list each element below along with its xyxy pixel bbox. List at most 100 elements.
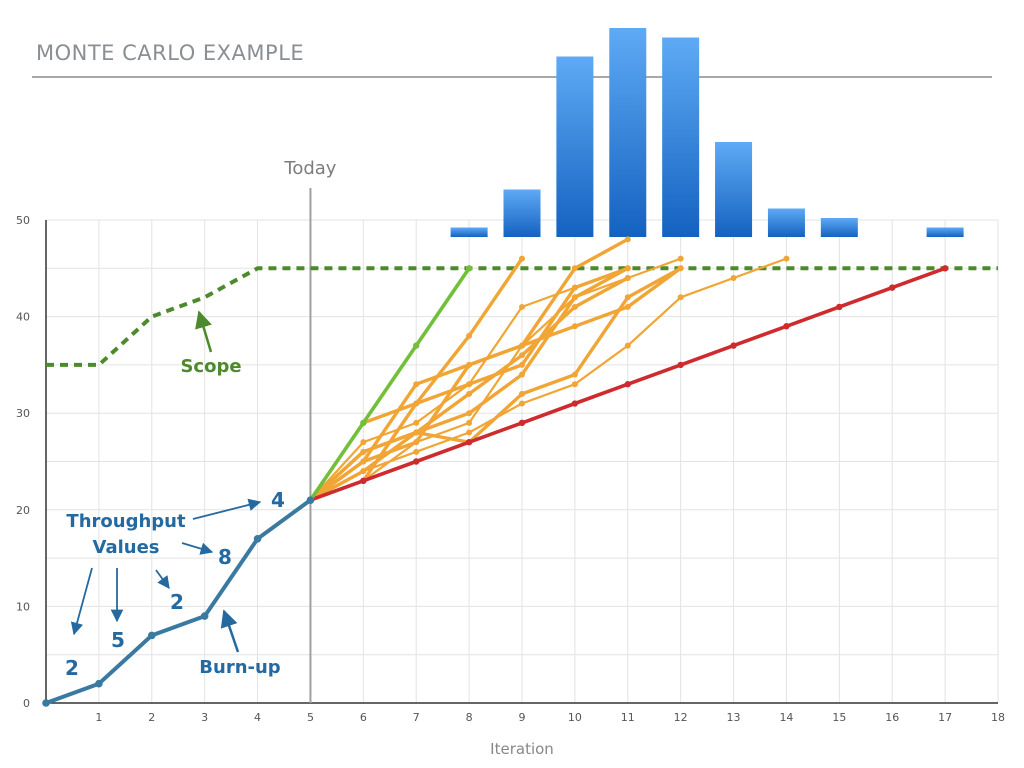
- burnup-point: [147, 631, 156, 640]
- x-tick-label: 5: [307, 711, 314, 724]
- simulation-7-point: [571, 294, 578, 301]
- throughput-value-3: 2: [170, 590, 184, 614]
- simulation-6-point: [677, 255, 684, 262]
- simulation-9-point: [783, 255, 790, 262]
- simulation-6-point: [413, 439, 420, 446]
- x-tick-label: 11: [621, 711, 635, 724]
- simulation-2-point: [571, 265, 578, 272]
- x-tick-label: 9: [519, 711, 526, 724]
- x-tick-label: 2: [148, 711, 155, 724]
- simulation-series: [307, 236, 790, 504]
- simulation-10-point: [624, 294, 631, 301]
- y-tick-label: 0: [23, 697, 30, 710]
- simulation-4-point: [466, 381, 473, 388]
- title-divider: [32, 76, 992, 78]
- x-tick-label: 12: [674, 711, 688, 724]
- simulation-9-line: [309, 257, 788, 502]
- slowest-point: [360, 477, 367, 485]
- simulation-3-point: [519, 303, 525, 310]
- throughput-annotation-line1: Throughput: [66, 511, 186, 532]
- slowest-point: [889, 284, 896, 291]
- fastest-point: [360, 419, 367, 427]
- x-tick-label: 8: [466, 711, 473, 724]
- throughput-arrow-5: [192, 498, 262, 520]
- histogram-bar: [820, 218, 858, 237]
- slowest-point: [730, 342, 737, 349]
- y-tick-label: 20: [16, 504, 30, 517]
- y-tick-label: 10: [16, 600, 30, 613]
- simulation-10-point: [519, 390, 525, 397]
- x-tick-label: 10: [568, 711, 582, 724]
- x-tick-label: 7: [413, 711, 420, 724]
- x-tick-label: 14: [779, 711, 793, 724]
- burnup-point: [200, 612, 209, 620]
- simulation-9-point: [730, 274, 737, 281]
- simulation-10-point: [571, 371, 578, 378]
- simulation-6-point: [519, 342, 525, 349]
- x-tick-label: 6: [360, 711, 367, 724]
- x-tick-label: 18: [991, 711, 1005, 724]
- y-tick-label: 30: [16, 407, 30, 420]
- fastest-point: [465, 265, 473, 272]
- histogram-bar: [450, 227, 488, 237]
- fastest-line: [308, 266, 471, 502]
- histogram-bar: [767, 208, 805, 237]
- simulation-4-point: [413, 400, 420, 407]
- throughput-arrow-3: [155, 569, 170, 590]
- slowest-point: [413, 458, 420, 465]
- simulation-10-point: [677, 265, 684, 272]
- simulation-3-point: [360, 439, 367, 446]
- burnup-arrow: [220, 609, 240, 653]
- simulation-9-point: [624, 342, 631, 349]
- burnup-point: [95, 679, 103, 688]
- simulation-5-point: [624, 303, 631, 310]
- simulation-10-point: [413, 429, 420, 436]
- burnup-point: [306, 496, 315, 504]
- x-tick-label: 16: [885, 711, 899, 724]
- scope-line: [46, 266, 998, 367]
- histogram: [450, 28, 964, 237]
- throughput-value-1: 2: [65, 656, 79, 680]
- simulation-8-point: [624, 274, 631, 281]
- histogram-bar: [556, 56, 594, 237]
- throughput-annotation-line2: Values: [93, 537, 160, 558]
- throughput-value-2: 5: [111, 628, 125, 652]
- fastest-series: [307, 265, 473, 504]
- throughput-value-5: 4: [271, 488, 285, 512]
- simulation-4-point: [519, 361, 525, 368]
- slowest-point: [518, 419, 526, 427]
- simulation-3-point: [413, 419, 420, 426]
- simulation-10-line: [308, 266, 683, 502]
- slowest-point: [941, 265, 949, 272]
- slowest-point: [836, 303, 843, 311]
- burnup-annotation: Burn-up: [199, 657, 281, 678]
- annotations: Scope Burn-up Throughput Values 2 5 2 8 …: [65, 310, 285, 680]
- simulation-8-point: [571, 303, 578, 310]
- simulation-10-point: [360, 448, 367, 455]
- simulation-8-point: [466, 390, 473, 397]
- slowest-point: [571, 400, 579, 407]
- slowest-point: [624, 381, 631, 388]
- simulation-7-point: [466, 410, 473, 417]
- y-tick-label: 40: [16, 311, 30, 324]
- x-tick-label: 13: [727, 711, 741, 724]
- x-axis-title: Iteration: [490, 740, 554, 758]
- histogram-bar: [715, 142, 753, 237]
- simulation-9-point: [519, 400, 525, 407]
- histogram-bar: [503, 189, 541, 237]
- x-tick-label: 17: [938, 711, 952, 724]
- throughput-arrow-1: [70, 567, 93, 636]
- throughput-value-4: 8: [218, 545, 232, 569]
- slide-title: MONTE CARLO EXAMPLE: [36, 41, 305, 65]
- simulation-9-point: [413, 448, 420, 455]
- simulation-5-point: [466, 361, 473, 368]
- simulation-9-point: [571, 381, 578, 388]
- y-tick-label: 50: [16, 214, 30, 227]
- x-tick-label: 3: [201, 711, 208, 724]
- today-label: Today: [283, 158, 336, 179]
- burnup-series: [42, 496, 315, 707]
- x-tick-label: 1: [95, 711, 102, 724]
- fastest-point: [413, 342, 420, 349]
